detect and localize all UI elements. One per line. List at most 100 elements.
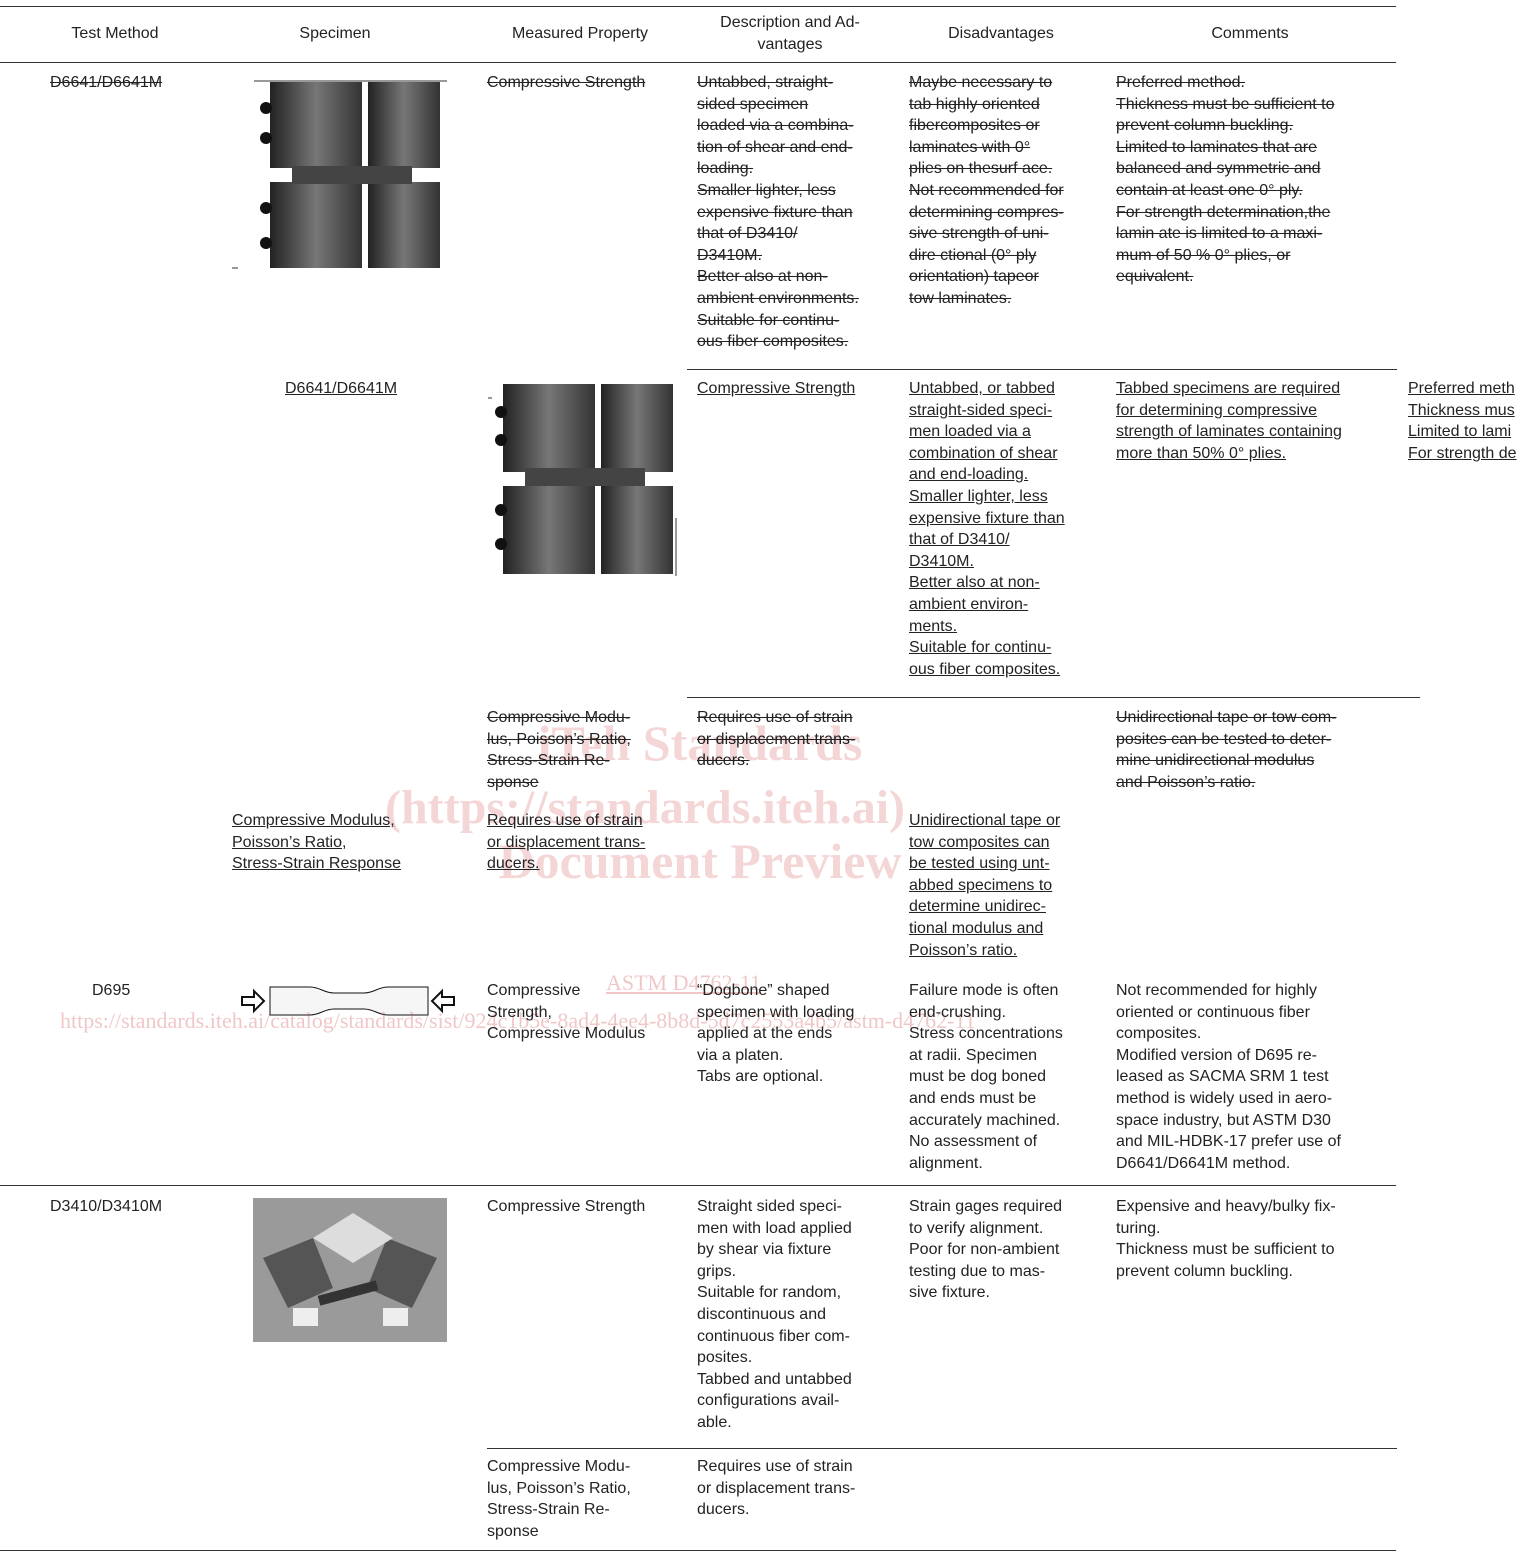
cell-line: Untabbed, or tabbed <box>909 380 1055 397</box>
cell-line: Limited to lami <box>1408 423 1512 441</box>
cell-line: Thickness must be sufficient to <box>1116 1241 1335 1259</box>
column-header: Disadvantages <box>948 23 1054 45</box>
table-cell: D6641/D6641M <box>285 378 397 400</box>
table-cell: D3410/D3410M <box>50 1196 162 1218</box>
cell-line: Unidirectional tape or <box>909 812 1061 829</box>
cell-line: accurately machined. <box>909 1111 1061 1129</box>
cell-line: be tested using unt- <box>909 855 1050 873</box>
column-header: Specimen <box>299 23 370 45</box>
cell-line: Modified version of D695 re- <box>1116 1046 1317 1064</box>
rule <box>687 697 1420 698</box>
cell-line: Strength, <box>487 1003 552 1021</box>
cell-line: strength of laminates containing <box>1116 423 1342 441</box>
cell-line: tab highly oriented <box>909 95 1040 113</box>
cell-line: Limited to laminates that are <box>1116 138 1317 156</box>
cell-line: Tabbed specimens are required <box>1116 380 1341 397</box>
rule <box>487 1448 1397 1449</box>
cell-line: Better also at non- <box>909 574 1040 592</box>
table-cell: Strain gages required to verify alignment… <box>909 1196 1062 1304</box>
cell-line: contain at least one 0° ply. <box>1116 181 1303 199</box>
cell-line: posites can be tested to deter- <box>1116 730 1332 748</box>
cell-line: Preferred meth <box>1408 380 1515 397</box>
cell-line: Expensive and heavy/bulky fix- <box>1116 1198 1336 1215</box>
cell-line: Poor for non-ambient <box>909 1241 1060 1259</box>
table-cell: Preferred method. Thickness must be suffi… <box>1116 72 1334 288</box>
watermark-text: iTeh Standards <box>537 715 863 771</box>
cell-line: to verify alignment. <box>909 1219 1044 1237</box>
cell-line: laminates with 0° <box>909 138 1031 156</box>
cell-line: straight-sided speci- <box>909 401 1053 419</box>
table-cell: Untabbed, straight-sided specimen loaded … <box>697 72 859 353</box>
watermark-url: https://standards.iteh.ai/catalog/standa… <box>60 1008 976 1033</box>
cell-line: Poisson’s Ratio, <box>232 833 347 851</box>
cell-line: ambient environments. <box>697 289 859 307</box>
cell-line: ducers. <box>697 752 750 770</box>
cell-line: Tabbed and untabbed <box>697 1370 852 1388</box>
cell-line: for determining compressive <box>1116 401 1317 419</box>
cell-line: that of D3410/ <box>697 225 798 243</box>
cell-line: testing due to mas- <box>909 1262 1046 1280</box>
cell-line: men loaded via a <box>909 423 1031 441</box>
cell-line: Smaller lighter, less <box>697 181 836 199</box>
cell-line: composites. <box>1116 1025 1202 1043</box>
table-cell: “Dogbone” shaped specimen with loading app… <box>697 980 854 1088</box>
rule <box>687 369 1397 370</box>
table-cell: Requires use of strain or displacement tr… <box>697 707 855 772</box>
cell-line: ducers. <box>697 1501 750 1519</box>
table-cell: D695 <box>92 980 130 1002</box>
cell-line: tional modulus and <box>909 919 1044 937</box>
cell-line: oriented or continuous fiber <box>1116 1003 1310 1021</box>
cell-line: ments. <box>909 617 958 635</box>
cell-line: Requires use of strain <box>697 709 853 726</box>
header-line: Measured Property <box>511 25 649 42</box>
cell-line: lus, Poisson’s Ratio, <box>487 1479 631 1497</box>
table-cell: Maybe necessary to tab highly oriented fib… <box>909 72 1064 310</box>
cell-line: equivalent. <box>1116 268 1194 286</box>
column-header: Comments <box>1211 23 1288 45</box>
table-cell: Preferred meth Thickness mus Limited to la… <box>1408 378 1517 464</box>
cell-line: and ends must be <box>909 1089 1037 1107</box>
cell-line: grips. <box>697 1262 737 1280</box>
cell-line: Strain gages required <box>909 1198 1062 1215</box>
table-cell: Compressive Modu-lus, Poisson’s Ratio, St… <box>487 707 631 793</box>
cell-line: balanced and symmetric and <box>1116 160 1321 178</box>
dogbone-specimen <box>241 986 455 1016</box>
cell-line: For strength determination,the <box>1116 203 1331 221</box>
cell-line: abbed specimens to <box>909 876 1053 894</box>
cell-line: Compressive Modu- <box>487 709 631 726</box>
cell-line: Not recommended for highly <box>1116 982 1317 999</box>
cell-line: via a platen. <box>697 1046 784 1064</box>
cell-line: Stress-Strain Re- <box>487 752 610 770</box>
cell-line: more than 50% 0° plies. <box>1116 444 1287 462</box>
cell-line: D6641/D6641M <box>50 74 163 91</box>
table-cell: Not recommended for highly oriented or co… <box>1116 980 1341 1174</box>
cell-line: Stress-Strain Re- <box>487 1501 610 1519</box>
cell-line: Compressive Strength <box>487 1198 646 1215</box>
column-header: Test Method <box>71 23 158 45</box>
cell-line: Requires use of strain <box>697 1458 853 1475</box>
cell-line: Smaller lighter, less <box>909 487 1048 505</box>
cell-line: sive fixture. <box>909 1284 990 1302</box>
column-header: Description and Ad-vantages <box>720 12 860 55</box>
cell-line: ambient environ- <box>909 595 1029 613</box>
table-cell: Expensive and heavy/bulky fix-turing. Thi… <box>1116 1196 1336 1282</box>
header-line: Test Method <box>71 25 159 42</box>
cell-line: orientation) tapeor <box>909 268 1039 286</box>
cell-line: ous fiber composites. <box>909 660 1061 678</box>
cell-line: tow composites can <box>909 833 1050 851</box>
cell-line: continuous fiber com- <box>697 1327 850 1345</box>
cell-line: at radii. Specimen <box>909 1046 1038 1064</box>
cell-line: Compressive Modulus <box>487 1025 646 1043</box>
fixture-photo <box>488 384 677 576</box>
cell-line: Tabs are optional. <box>697 1068 824 1086</box>
cell-line: Thickness must be sufficient to <box>1116 95 1335 113</box>
watermark-designation: ASTM D4762-11 <box>606 970 762 995</box>
cell-line: Maybe necessary to <box>909 74 1053 91</box>
cell-line: ous fiber composites. <box>697 333 849 351</box>
cell-line: determine unidirec- <box>909 898 1046 916</box>
cell-line: Suitable for random, <box>697 1284 842 1302</box>
cell-line: turing. <box>1116 1219 1161 1237</box>
cell-line: loading. <box>697 160 754 178</box>
cell-line: D3410/D3410M <box>50 1198 163 1215</box>
cell-line: end-crushing. <box>909 1003 1006 1021</box>
